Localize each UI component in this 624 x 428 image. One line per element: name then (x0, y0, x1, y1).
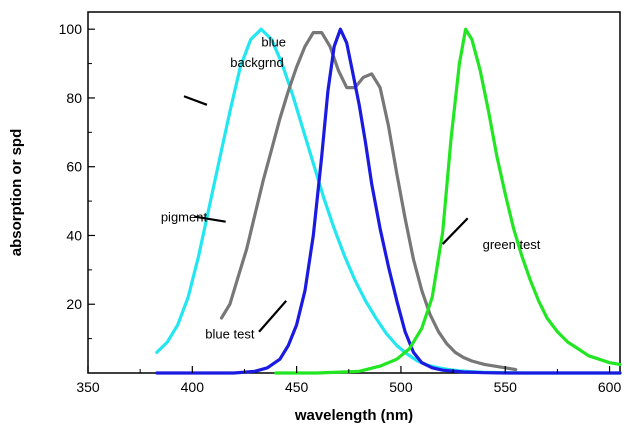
x-tick-label: 400 (181, 379, 205, 395)
x-axis: 350 400 450 500 550 600 (76, 366, 621, 395)
y-tick-label: 100 (59, 21, 83, 37)
y-axis: 20 40 60 80 100 (59, 21, 95, 340)
annotation-pointer (441, 217, 469, 245)
x-tick-label: 500 (389, 379, 413, 395)
x-tick-label: 350 (76, 379, 100, 395)
annotation-pointer (183, 95, 208, 106)
series-layer (155, 27, 622, 375)
blue-test-line (155, 27, 622, 375)
plot-area: blue backgrnd pigment blue test green test (87, 11, 622, 375)
annotation-label: green test (483, 237, 541, 252)
x-tick-label: 600 (598, 379, 622, 395)
pigment-line (219, 30, 518, 372)
annotation-label: pigment (161, 210, 208, 225)
green-test-line (274, 27, 622, 375)
y-tick-label: 20 (66, 296, 82, 312)
y-tick-label: 60 (66, 159, 82, 175)
y-tick-label: 80 (66, 90, 82, 106)
annotation-label: backgrnd (230, 55, 283, 70)
y-tick-label: 40 (66, 227, 82, 243)
y-axis-title: absorption or spd (8, 129, 25, 257)
annotation-label: blue test (205, 327, 255, 342)
x-tick-label: 550 (494, 379, 518, 395)
plot-frame (87, 11, 621, 374)
annotation-pointers (183, 95, 469, 333)
annotation-pointer (194, 215, 226, 223)
annotation-pointer (258, 300, 288, 333)
x-tick-label: 450 (285, 379, 309, 395)
annotation-label: blue (261, 34, 286, 49)
x-axis-title: wavelength (nm) (294, 407, 413, 424)
annotations: blue backgrnd pigment blue test green test (161, 34, 541, 341)
